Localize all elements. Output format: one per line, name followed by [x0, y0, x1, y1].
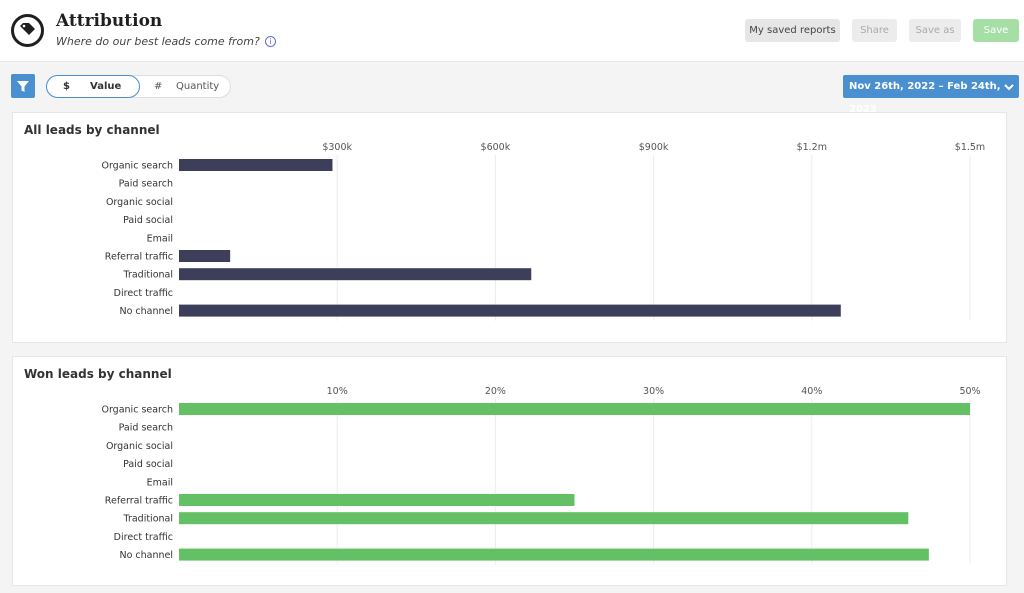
- category-label: Traditional: [123, 514, 173, 525]
- bar-no-channel: [179, 548, 929, 561]
- tick-label: $300k: [322, 142, 352, 153]
- value-quantity-toggle[interactable]: $ Value # Quantity: [46, 75, 231, 98]
- category-label: Traditional: [123, 270, 173, 281]
- tick-label: 40%: [801, 386, 822, 397]
- all-leads-chart-card: $300k $600k $900k $1.2m $1.5m Organic search P…: [12, 112, 1007, 343]
- header: Attribution Where do our best leads come…: [0, 0, 1024, 62]
- category-label: Paid social: [123, 459, 173, 470]
- category-label: Referral traffic: [105, 496, 173, 507]
- bar-traditional: [179, 512, 909, 525]
- save-as-button[interactable]: Save as: [909, 19, 961, 42]
- category-label: Organic social: [106, 197, 173, 208]
- page-subtitle: Where do our best leads come from? i: [56, 35, 276, 48]
- info-icon[interactable]: i: [264, 36, 276, 47]
- save-button[interactable]: Save: [973, 19, 1019, 42]
- won-leads-chart-card: 10% 20% 30% 40% 50% Organic search Paid search…: [12, 356, 1007, 586]
- bar-organic-search: [179, 403, 970, 415]
- quantity-label[interactable]: Quantity: [176, 81, 220, 92]
- share-button[interactable]: Share: [852, 19, 897, 42]
- category-label: Organic social: [106, 441, 173, 452]
- subtitle-text: Where do our best leads come from?: [56, 35, 260, 48]
- tick-label: 50%: [959, 386, 980, 397]
- filter-button[interactable]: [11, 74, 35, 98]
- tick-label: 10%: [327, 386, 348, 397]
- hash-symbol: #: [154, 81, 163, 92]
- date-range-text: Nov 26th, 2022 – Feb 24th, 2023: [849, 81, 1001, 115]
- chart-title: Won leads by channel: [24, 367, 172, 381]
- category-label: Paid search: [119, 179, 173, 190]
- tick-label: $900k: [639, 142, 669, 153]
- tag-icon: [11, 14, 44, 47]
- category-label: Organic search: [101, 161, 173, 172]
- tick-label: 30%: [643, 386, 664, 397]
- chevron-down-icon: [1004, 84, 1014, 91]
- tick-label: $600k: [481, 142, 511, 153]
- all-leads-chart: $300k $600k $900k $1.2m $1.5m Organic search P…: [101, 142, 985, 321]
- category-label: Email: [147, 477, 173, 488]
- category-label: Direct traffic: [114, 532, 173, 543]
- bar-referral-traffic: [179, 494, 575, 506]
- category-label: Paid social: [123, 215, 173, 226]
- bar-organic-search: [179, 159, 333, 171]
- bar-referral-traffic: [179, 250, 231, 262]
- category-label: Paid search: [119, 423, 173, 434]
- bar-traditional: [179, 268, 532, 281]
- value-label[interactable]: Value: [90, 81, 122, 92]
- tick-label: $1.5m: [955, 142, 985, 153]
- toggle-value-option[interactable]: [46, 75, 140, 98]
- category-label: Referral traffic: [105, 252, 173, 263]
- category-label: Direct traffic: [114, 288, 173, 299]
- tick-label: $1.2m: [797, 142, 827, 153]
- dollar-symbol: $: [63, 81, 70, 92]
- chart-title: All leads by channel: [24, 123, 160, 137]
- category-label: Email: [147, 233, 173, 244]
- my-saved-reports-button[interactable]: My saved reports: [745, 19, 840, 42]
- tick-label: 20%: [485, 386, 506, 397]
- date-range-picker[interactable]: Nov 26th, 2022 – Feb 24th, 2023: [843, 75, 1019, 115]
- filter-icon: [17, 81, 29, 92]
- won-leads-chart: 10% 20% 30% 40% 50% Organic search Paid search…: [101, 386, 981, 565]
- category-label: No channel: [119, 550, 173, 561]
- page-title: Attribution: [56, 11, 163, 31]
- category-label: Organic search: [101, 405, 173, 416]
- bar-no-channel: [179, 304, 841, 317]
- category-label: No channel: [119, 306, 173, 317]
